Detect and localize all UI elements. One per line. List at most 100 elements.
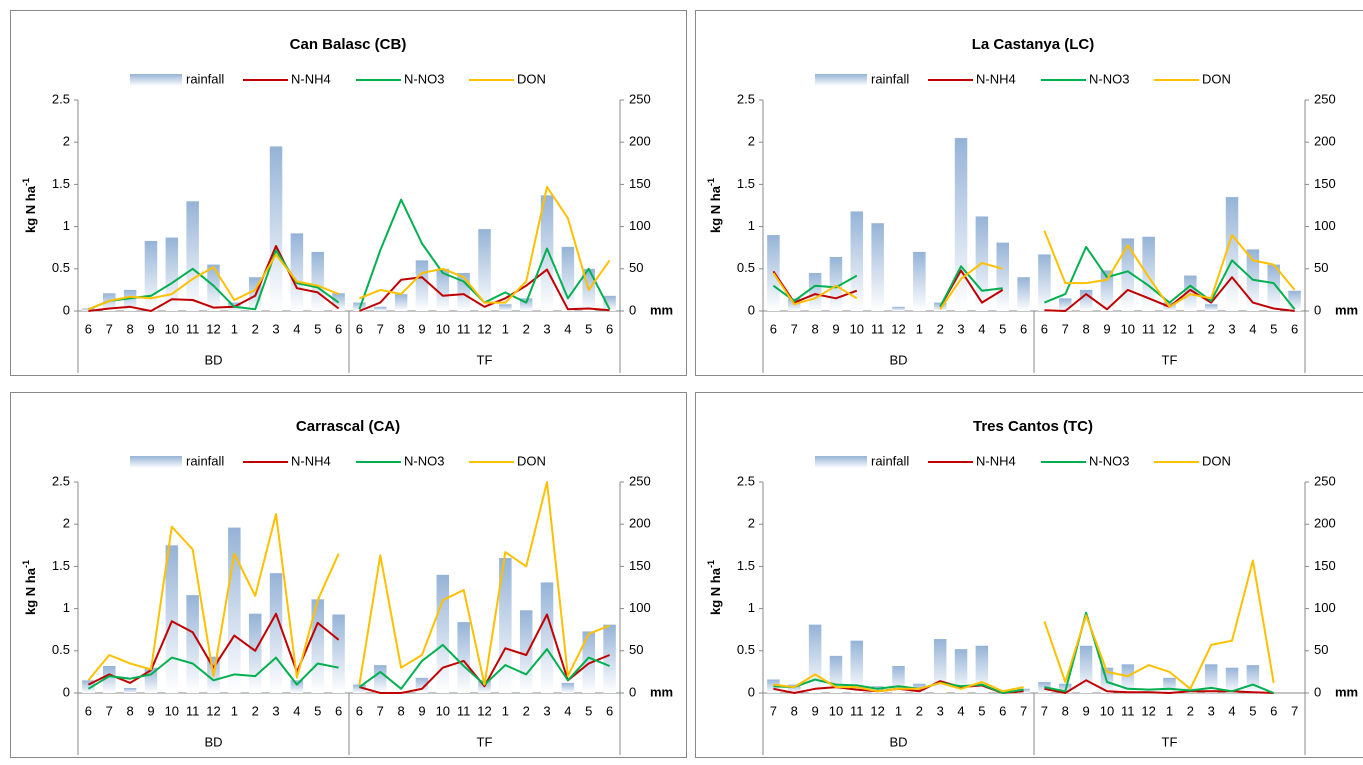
- x-tick-label: 8: [1082, 321, 1089, 336]
- y-tick-label: 0: [748, 684, 755, 699]
- x-tick-label: 6: [606, 703, 613, 718]
- y-tick-label: 2: [63, 516, 70, 531]
- x-tick-label: 5: [314, 321, 321, 336]
- series-line: [88, 245, 340, 312]
- y2-tick-label: 250: [1314, 91, 1336, 106]
- x-tick-label: 11: [457, 703, 471, 718]
- bar: [954, 649, 968, 693]
- x-tick-label: 7: [377, 703, 384, 718]
- x-tick-label: 12: [870, 703, 884, 718]
- x-tick-label: 6: [1041, 321, 1048, 336]
- bar: [954, 137, 968, 311]
- bar: [1163, 677, 1176, 693]
- panel-border: [695, 10, 1363, 376]
- x-tick-label: 5: [999, 321, 1006, 336]
- bar: [871, 223, 884, 311]
- x-tick-label: 3: [543, 703, 550, 718]
- x-tick-label: 7: [1020, 703, 1027, 718]
- bar: [123, 687, 137, 693]
- y-tick-label: 2.5: [737, 473, 755, 488]
- y2-axis-label: mm: [1335, 684, 1358, 699]
- y-tick-label: 0.5: [52, 642, 70, 657]
- x-tick-label: 10: [829, 703, 843, 718]
- x-tick-label: 7: [1041, 703, 1048, 718]
- y-tick-label: 1: [748, 600, 755, 615]
- chart-title: Tres Cantos (TC): [973, 418, 1093, 435]
- bar: [1059, 298, 1072, 311]
- bar: [913, 251, 926, 311]
- x-tick-label: 6: [85, 703, 92, 718]
- x-tick-label: 11: [1142, 321, 1156, 336]
- bar: [808, 273, 822, 311]
- group-label: BD: [204, 734, 222, 749]
- x-tick-label: 7: [770, 703, 777, 718]
- y2-axis-label: mm: [650, 302, 673, 317]
- x-tick-label: 6: [335, 703, 342, 718]
- legend-label: N-NH4: [291, 71, 331, 86]
- y-tick-label: 0.5: [737, 260, 755, 275]
- y2-tick-label: 100: [629, 600, 651, 615]
- bar: [457, 622, 470, 693]
- series-line: [1043, 230, 1296, 308]
- y-tick-label: 1.5: [737, 558, 755, 573]
- x-tick-label: 10: [1121, 321, 1135, 336]
- x-tick-label: 3: [1208, 703, 1215, 718]
- y-axis-label-text: kg N ha: [708, 185, 723, 233]
- x-tick-label: 11: [186, 321, 200, 336]
- x-tick-label: 2: [252, 703, 259, 718]
- x-tick-label: 3: [1228, 321, 1235, 336]
- x-tick-label: 7: [106, 321, 113, 336]
- series-line: [773, 673, 1024, 693]
- x-tick-label: 8: [126, 703, 133, 718]
- y2-tick-label: 150: [629, 176, 651, 191]
- legend-label: N-NO3: [404, 71, 444, 86]
- legend-label: N-NH4: [976, 71, 1016, 86]
- bar: [933, 638, 947, 693]
- panel-border: [695, 392, 1363, 758]
- bar: [269, 146, 283, 311]
- bar: [540, 582, 554, 693]
- bar: [561, 682, 575, 693]
- y2-tick-label: 50: [1314, 260, 1328, 275]
- y-tick-label: 1: [63, 600, 70, 615]
- x-tick-label: 1: [231, 321, 238, 336]
- x-tick-label: 2: [523, 321, 530, 336]
- bar: [311, 251, 324, 311]
- x-tick-label: 11: [871, 321, 885, 336]
- x-tick-label: 11: [1121, 703, 1135, 718]
- bar: [1079, 645, 1093, 693]
- x-tick-label: 10: [436, 703, 450, 718]
- legend-label: rainfall: [871, 71, 909, 86]
- y2-tick-label: 250: [1314, 473, 1336, 488]
- x-tick-label: 8: [126, 321, 133, 336]
- group-label: TF: [477, 352, 493, 367]
- bar: [374, 665, 387, 693]
- y-axis-label-text: kg N ha: [708, 567, 723, 615]
- bar: [1225, 197, 1239, 311]
- bar: [144, 667, 158, 693]
- bar: [540, 195, 554, 311]
- x-tick-label: 8: [1062, 703, 1069, 718]
- x-tick-label: 1: [1166, 703, 1173, 718]
- y2-tick-label: 50: [629, 260, 643, 275]
- x-tick-label: 4: [957, 703, 964, 718]
- y2-tick-label: 250: [629, 473, 651, 488]
- x-tick-label: 8: [791, 703, 798, 718]
- bar: [1267, 264, 1280, 311]
- bar: [1204, 304, 1218, 311]
- bar: [850, 640, 864, 693]
- bar: [332, 614, 345, 693]
- series-line: [772, 265, 1003, 308]
- x-tick-label: 6: [356, 703, 363, 718]
- x-tick-label: 9: [147, 321, 154, 336]
- x-tick-label: 4: [293, 321, 300, 336]
- x-tick-label: 3: [937, 703, 944, 718]
- y-axis-label-exponent: -1: [706, 178, 716, 186]
- x-tick-label: 8: [397, 321, 404, 336]
- bar: [499, 304, 512, 311]
- y2-tick-label: 100: [1314, 600, 1336, 615]
- bar: [123, 289, 137, 311]
- legend-label: rainfall: [186, 453, 224, 468]
- bar: [603, 624, 616, 693]
